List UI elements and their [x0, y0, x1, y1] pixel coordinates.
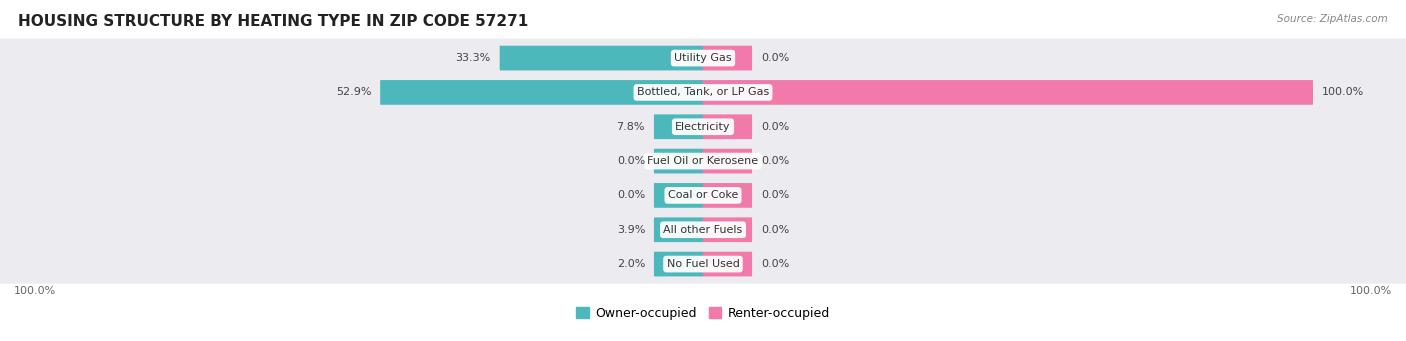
- FancyBboxPatch shape: [654, 252, 703, 277]
- Text: 0.0%: 0.0%: [617, 156, 645, 166]
- Text: No Fuel Used: No Fuel Used: [666, 259, 740, 269]
- Text: Coal or Coke: Coal or Coke: [668, 190, 738, 201]
- FancyBboxPatch shape: [654, 217, 703, 242]
- FancyBboxPatch shape: [0, 107, 1406, 146]
- FancyBboxPatch shape: [703, 46, 752, 71]
- Text: 0.0%: 0.0%: [761, 259, 789, 269]
- FancyBboxPatch shape: [0, 142, 1406, 181]
- Text: 0.0%: 0.0%: [761, 122, 789, 132]
- Text: All other Fuels: All other Fuels: [664, 225, 742, 235]
- Text: 0.0%: 0.0%: [761, 225, 789, 235]
- Text: Fuel Oil or Kerosene: Fuel Oil or Kerosene: [647, 156, 759, 166]
- FancyBboxPatch shape: [703, 252, 752, 277]
- Text: 52.9%: 52.9%: [336, 87, 371, 98]
- FancyBboxPatch shape: [703, 80, 1313, 105]
- Text: 0.0%: 0.0%: [761, 156, 789, 166]
- Text: 100.0%: 100.0%: [1350, 286, 1392, 296]
- FancyBboxPatch shape: [0, 244, 1406, 284]
- FancyBboxPatch shape: [499, 46, 703, 71]
- Text: Utility Gas: Utility Gas: [675, 53, 731, 63]
- Text: 3.9%: 3.9%: [617, 225, 645, 235]
- FancyBboxPatch shape: [0, 176, 1406, 215]
- Text: Bottled, Tank, or LP Gas: Bottled, Tank, or LP Gas: [637, 87, 769, 98]
- FancyBboxPatch shape: [703, 114, 752, 139]
- Legend: Owner-occupied, Renter-occupied: Owner-occupied, Renter-occupied: [571, 302, 835, 325]
- Text: 2.0%: 2.0%: [617, 259, 645, 269]
- FancyBboxPatch shape: [654, 149, 703, 174]
- Text: Source: ZipAtlas.com: Source: ZipAtlas.com: [1277, 14, 1388, 24]
- Text: Electricity: Electricity: [675, 122, 731, 132]
- Text: 7.8%: 7.8%: [617, 122, 645, 132]
- FancyBboxPatch shape: [654, 183, 703, 208]
- Text: 0.0%: 0.0%: [761, 53, 789, 63]
- Text: 100.0%: 100.0%: [1322, 87, 1364, 98]
- Text: 33.3%: 33.3%: [456, 53, 491, 63]
- FancyBboxPatch shape: [703, 217, 752, 242]
- FancyBboxPatch shape: [0, 73, 1406, 112]
- FancyBboxPatch shape: [0, 210, 1406, 249]
- FancyBboxPatch shape: [654, 114, 703, 139]
- FancyBboxPatch shape: [0, 39, 1406, 78]
- Text: HOUSING STRUCTURE BY HEATING TYPE IN ZIP CODE 57271: HOUSING STRUCTURE BY HEATING TYPE IN ZIP…: [18, 14, 529, 29]
- FancyBboxPatch shape: [380, 80, 703, 105]
- FancyBboxPatch shape: [703, 183, 752, 208]
- Text: 0.0%: 0.0%: [617, 190, 645, 201]
- Text: 100.0%: 100.0%: [14, 286, 56, 296]
- Text: 0.0%: 0.0%: [761, 190, 789, 201]
- FancyBboxPatch shape: [703, 149, 752, 174]
